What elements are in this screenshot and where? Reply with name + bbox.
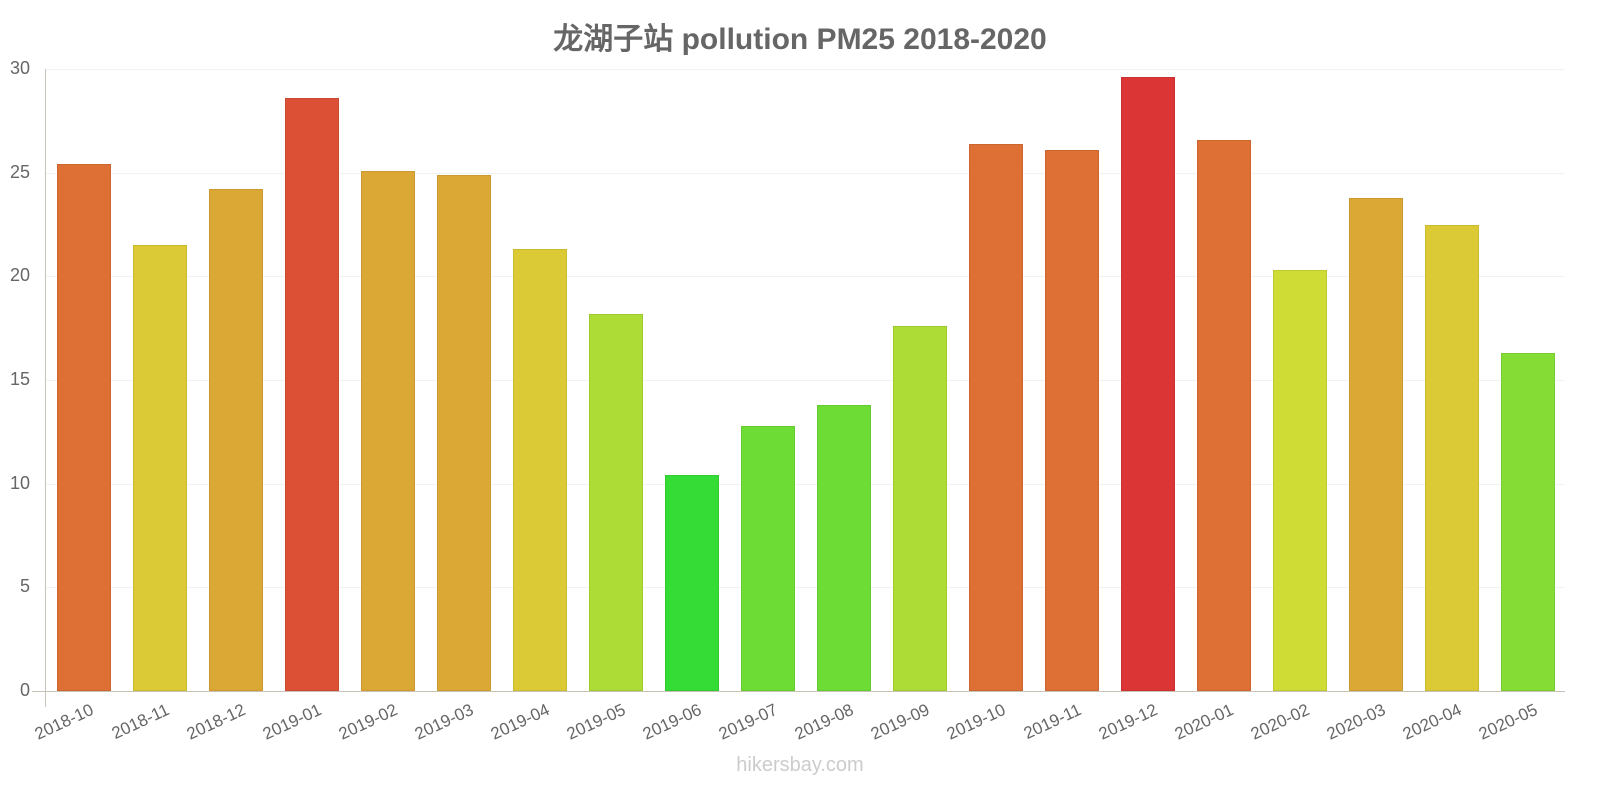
gridline bbox=[45, 172, 1565, 174]
bar-2019-07[interactable] bbox=[741, 425, 795, 691]
y-axis-line bbox=[45, 69, 46, 707]
gridline bbox=[45, 69, 1565, 70]
x-tick-label: 2018-12 bbox=[183, 700, 249, 744]
bar-2019-12[interactable] bbox=[1121, 77, 1175, 691]
x-tick-label: 2020-04 bbox=[1399, 700, 1465, 744]
x-tick-label: 2019-04 bbox=[487, 700, 553, 744]
x-tick-label: 2020-05 bbox=[1475, 700, 1541, 744]
y-tick-label: 25 bbox=[9, 161, 30, 182]
x-tick-label: 2019-10 bbox=[943, 700, 1009, 744]
bar-2020-04[interactable] bbox=[1425, 224, 1479, 691]
bar-2019-09[interactable] bbox=[893, 326, 947, 691]
y-tick-label: 20 bbox=[9, 265, 30, 286]
plot-area bbox=[45, 69, 1565, 692]
bar-2019-03[interactable] bbox=[437, 174, 491, 691]
bar-2019-08[interactable] bbox=[817, 404, 871, 691]
x-tick-label: 2018-11 bbox=[108, 700, 173, 744]
x-tick-label: 2019-12 bbox=[1095, 700, 1161, 744]
bar-2019-01[interactable] bbox=[285, 98, 339, 691]
bar-2019-10[interactable] bbox=[969, 143, 1023, 691]
x-tick-label: 2019-01 bbox=[259, 700, 325, 744]
x-tick-label: 2020-01 bbox=[1171, 700, 1237, 744]
bar-2018-11[interactable] bbox=[133, 245, 187, 691]
y-tick-label: 5 bbox=[19, 576, 30, 597]
x-tick-label: 2018-10 bbox=[31, 700, 97, 744]
x-tick-label: 2020-03 bbox=[1323, 700, 1389, 744]
bar-2019-02[interactable] bbox=[361, 170, 415, 691]
chart-title: 龙湖子站 pollution PM25 2018-2020 bbox=[553, 23, 1047, 56]
bar-2019-11[interactable] bbox=[1045, 149, 1099, 691]
x-axis-line bbox=[32, 691, 1565, 692]
bar-2019-06[interactable] bbox=[665, 475, 719, 691]
bar-2019-04[interactable] bbox=[513, 249, 567, 691]
x-tick-label: 2019-07 bbox=[715, 700, 781, 744]
gridline bbox=[45, 587, 1565, 589]
x-tick-label: 2019-11 bbox=[1020, 700, 1085, 744]
bar-2020-05[interactable] bbox=[1501, 353, 1555, 691]
y-tick-label: 15 bbox=[9, 369, 30, 389]
x-tick-label: 2019-03 bbox=[411, 700, 477, 744]
x-tick-label: 2020-02 bbox=[1247, 700, 1313, 744]
y-tick-label: 0 bbox=[19, 680, 30, 700]
x-tick-label: 2019-08 bbox=[791, 700, 857, 744]
x-tick-label: 2019-09 bbox=[867, 700, 933, 744]
bar-2020-01[interactable] bbox=[1197, 139, 1251, 691]
watermark: hikersbay.com bbox=[736, 754, 864, 776]
y-tick-label: 10 bbox=[9, 472, 30, 493]
gridline bbox=[45, 276, 1565, 278]
x-tick-label: 2019-02 bbox=[335, 700, 401, 744]
y-tick-label: 30 bbox=[9, 58, 30, 78]
gridline bbox=[45, 380, 1565, 381]
bar-2018-12[interactable] bbox=[209, 189, 263, 691]
gridline bbox=[45, 483, 1565, 485]
bar-2020-03[interactable] bbox=[1349, 197, 1403, 691]
bar-2019-05[interactable] bbox=[589, 313, 643, 691]
bar-2018-10[interactable] bbox=[57, 164, 111, 691]
x-tick-label: 2019-06 bbox=[639, 700, 705, 744]
x-tick-label: 2019-05 bbox=[563, 700, 629, 744]
bar-2020-02[interactable] bbox=[1273, 270, 1327, 691]
